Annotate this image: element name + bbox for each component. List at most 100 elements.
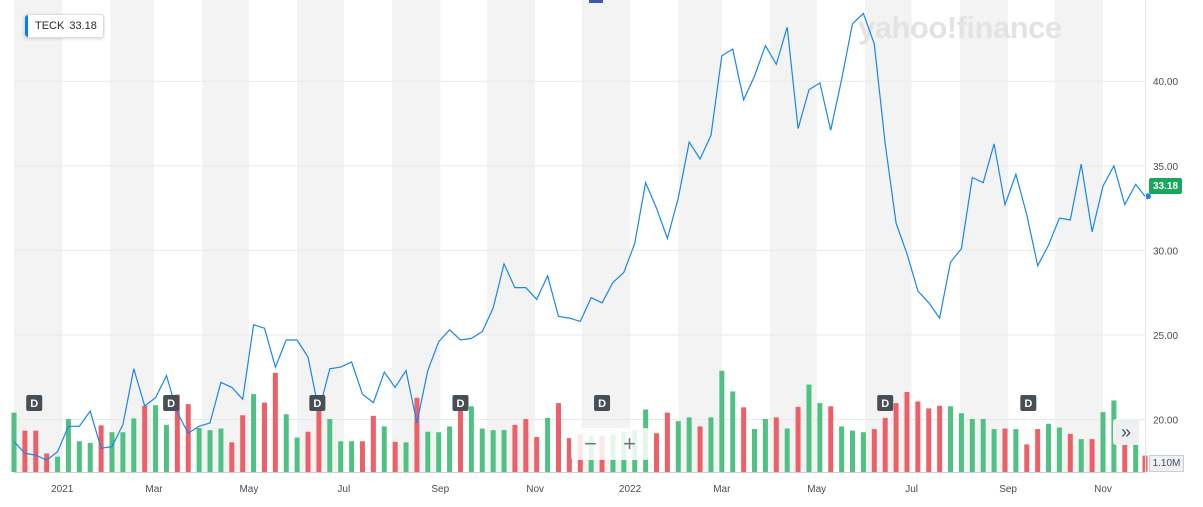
volume-bar <box>65 419 71 472</box>
volume-bar <box>697 426 703 472</box>
volume-bar <box>937 405 943 472</box>
dividend-marker-label: D <box>1024 398 1032 410</box>
volume-bar <box>120 432 126 472</box>
dividend-marker-box <box>594 395 611 411</box>
month-band <box>678 0 722 472</box>
volume-bar <box>545 417 551 472</box>
month-band <box>1054 0 1103 472</box>
volume-bar <box>338 441 344 472</box>
month-band <box>14 0 63 472</box>
volume-bar <box>512 424 518 472</box>
x-tick-label: Mar <box>145 484 163 495</box>
volume-bar <box>294 437 300 472</box>
y-tick-label: 35.00 <box>1153 162 1178 173</box>
volume-bar <box>1013 429 1019 472</box>
dividend-marker[interactable]: D <box>309 395 326 411</box>
volume-bar <box>719 370 725 472</box>
volume-bar <box>468 406 474 472</box>
volume-bar <box>675 421 681 472</box>
dividend-marker[interactable]: D <box>26 395 43 411</box>
month-bands <box>14 0 1103 472</box>
volume-bar <box>22 430 28 472</box>
volume-bar <box>991 429 997 472</box>
dividend-marker[interactable]: D <box>594 395 611 411</box>
volume-bar <box>1122 444 1128 472</box>
volume-bar <box>33 430 39 472</box>
month-band <box>392 0 441 472</box>
volume-bar <box>381 426 387 472</box>
volume-bar <box>784 428 790 472</box>
dividend-marker-box <box>26 395 43 411</box>
volume-bar <box>436 432 442 472</box>
watermark: yahoo!finance <box>858 10 1062 45</box>
zoom-out-button[interactable]: − <box>584 431 597 456</box>
price-line <box>13 12 1151 461</box>
x-tick-label: 2021 <box>51 484 74 495</box>
x-tick-label: May <box>807 484 826 495</box>
volume-bar <box>392 441 398 472</box>
volume-bar <box>795 406 801 472</box>
dividend-marker[interactable]: D <box>163 395 180 411</box>
volume-bar <box>109 432 115 472</box>
dividend-marker[interactable]: D <box>1020 395 1037 411</box>
volume-bar <box>1035 429 1041 472</box>
x-tick-label: Sep <box>999 484 1017 495</box>
volume-bar <box>425 431 431 472</box>
dividend-marker-label: D <box>598 398 606 410</box>
volume-bar <box>817 403 823 472</box>
volume-bar <box>196 428 202 472</box>
volume-bar <box>850 430 856 472</box>
volume-bar <box>403 442 409 472</box>
volume-bar <box>76 441 82 472</box>
volume-bar <box>55 456 61 472</box>
month-band <box>110 0 155 472</box>
month-band <box>297 0 344 472</box>
x-tick-label: Sep <box>431 484 449 495</box>
volume-bar <box>969 419 975 472</box>
volume-bar <box>207 430 213 472</box>
volume-scale-label: 1.10M <box>1149 455 1184 472</box>
volume-bar <box>762 419 768 472</box>
volume-bar <box>131 418 137 472</box>
month-band <box>581 0 631 472</box>
dividend-marker[interactable]: D <box>877 395 894 411</box>
volume-bar <box>730 391 736 472</box>
expand-icon[interactable]: » <box>1113 419 1139 445</box>
dividend-marker-box <box>309 395 326 411</box>
zoom-in-button[interactable]: + <box>623 431 636 456</box>
month-band <box>959 0 1009 472</box>
volume-bar <box>174 394 180 472</box>
series-color-swatch <box>25 15 28 37</box>
volume-bar <box>566 438 572 472</box>
range-marker <box>589 0 603 3</box>
volume-bar <box>87 442 93 472</box>
volume-bar <box>1046 423 1052 472</box>
volume-bar <box>806 384 812 472</box>
volume-bar <box>654 433 660 472</box>
ticker-legend[interactable]: TECK 33.18 <box>24 14 104 38</box>
dividend-marker-label: D <box>881 398 889 410</box>
volume-bar <box>142 405 148 472</box>
volume-bar <box>904 391 910 472</box>
volume-bar <box>773 417 779 472</box>
price-series-line <box>13 12 1146 461</box>
dividend-marker[interactable]: D <box>452 395 469 411</box>
x-tick-label: Jul <box>905 484 918 495</box>
volume-bar <box>534 437 540 472</box>
volume-bar <box>327 419 333 472</box>
volume-bar <box>1024 444 1030 472</box>
dividend-marker-box <box>1020 395 1037 411</box>
volume-bar <box>708 417 714 472</box>
volume-bar <box>1089 439 1095 472</box>
volume-bar <box>1056 427 1062 472</box>
month-band <box>864 0 912 472</box>
volume-bar <box>370 415 376 472</box>
volume-bar <box>305 431 311 472</box>
volume-bar <box>447 426 453 472</box>
volume-bar <box>523 419 529 472</box>
volume-bar <box>741 407 747 472</box>
volume-bar <box>686 417 692 472</box>
last-price-dot <box>1145 193 1151 200</box>
